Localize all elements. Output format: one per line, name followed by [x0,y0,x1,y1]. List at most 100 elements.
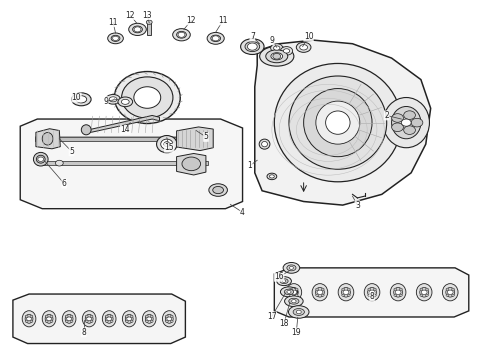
Circle shape [134,27,141,32]
Ellipse shape [109,97,117,102]
Ellipse shape [162,311,176,327]
Text: 16: 16 [274,272,284,281]
Circle shape [321,294,324,296]
Ellipse shape [133,26,143,33]
Ellipse shape [289,76,387,169]
Circle shape [317,290,323,294]
Ellipse shape [326,111,350,134]
Circle shape [369,290,375,294]
Circle shape [373,294,376,296]
Circle shape [343,290,349,294]
Text: 19: 19 [292,328,301,337]
Circle shape [290,294,293,296]
Circle shape [247,43,257,50]
Circle shape [110,315,113,317]
Circle shape [420,294,423,296]
Polygon shape [84,116,159,134]
Text: 12: 12 [125,10,135,19]
Circle shape [451,288,454,290]
Ellipse shape [274,63,401,182]
Text: 14: 14 [121,125,130,134]
Ellipse shape [143,311,156,327]
Ellipse shape [416,284,432,301]
Text: 8: 8 [81,328,86,337]
Circle shape [38,157,44,161]
Polygon shape [13,294,185,343]
Ellipse shape [122,311,136,327]
Ellipse shape [270,175,274,178]
Circle shape [395,290,401,294]
Ellipse shape [211,35,220,41]
Circle shape [399,294,402,296]
Text: 12: 12 [187,16,196,25]
Ellipse shape [245,41,260,51]
Circle shape [420,288,423,290]
Circle shape [125,315,128,317]
Ellipse shape [45,314,53,323]
Circle shape [399,288,402,290]
Circle shape [65,320,68,323]
Circle shape [212,36,219,41]
Circle shape [113,36,119,41]
Ellipse shape [82,311,96,327]
Circle shape [290,288,293,290]
Circle shape [146,320,148,323]
Circle shape [273,53,281,59]
Circle shape [85,320,88,323]
Text: 13: 13 [143,10,152,19]
Text: 15: 15 [165,143,174,152]
Polygon shape [274,268,469,317]
Ellipse shape [383,98,429,148]
Ellipse shape [134,87,161,108]
Ellipse shape [114,72,180,123]
Circle shape [368,288,371,290]
Ellipse shape [280,279,288,284]
Ellipse shape [241,39,264,54]
Ellipse shape [22,311,36,327]
Circle shape [446,288,449,290]
Circle shape [447,290,453,294]
Ellipse shape [172,29,190,41]
Text: 17: 17 [267,312,277,321]
Ellipse shape [270,44,283,52]
Bar [147,23,151,35]
Circle shape [166,320,168,323]
Ellipse shape [62,311,76,327]
Ellipse shape [280,46,293,55]
Circle shape [130,320,133,323]
Circle shape [316,294,318,296]
Ellipse shape [33,152,48,166]
Ellipse shape [289,298,299,304]
Circle shape [170,320,173,323]
Circle shape [368,294,371,296]
Ellipse shape [290,287,298,297]
Ellipse shape [285,296,303,307]
Ellipse shape [102,311,116,327]
Circle shape [25,320,28,323]
Ellipse shape [338,284,354,301]
Bar [35,136,203,137]
Circle shape [150,320,153,323]
Circle shape [85,315,88,317]
Circle shape [170,315,173,317]
Circle shape [373,288,376,290]
Circle shape [292,300,296,303]
Ellipse shape [442,284,458,301]
Circle shape [394,288,397,290]
Ellipse shape [157,135,177,153]
Ellipse shape [182,157,200,171]
Text: 5: 5 [203,132,208,141]
Text: 6: 6 [62,179,67,188]
Ellipse shape [262,141,268,147]
Circle shape [45,320,48,323]
Circle shape [110,320,113,323]
Circle shape [392,114,403,122]
Ellipse shape [106,94,121,104]
Circle shape [26,317,31,320]
Circle shape [45,315,48,317]
Circle shape [105,320,108,323]
Circle shape [125,320,128,323]
Ellipse shape [342,287,350,297]
Polygon shape [36,129,60,149]
Circle shape [295,288,298,290]
